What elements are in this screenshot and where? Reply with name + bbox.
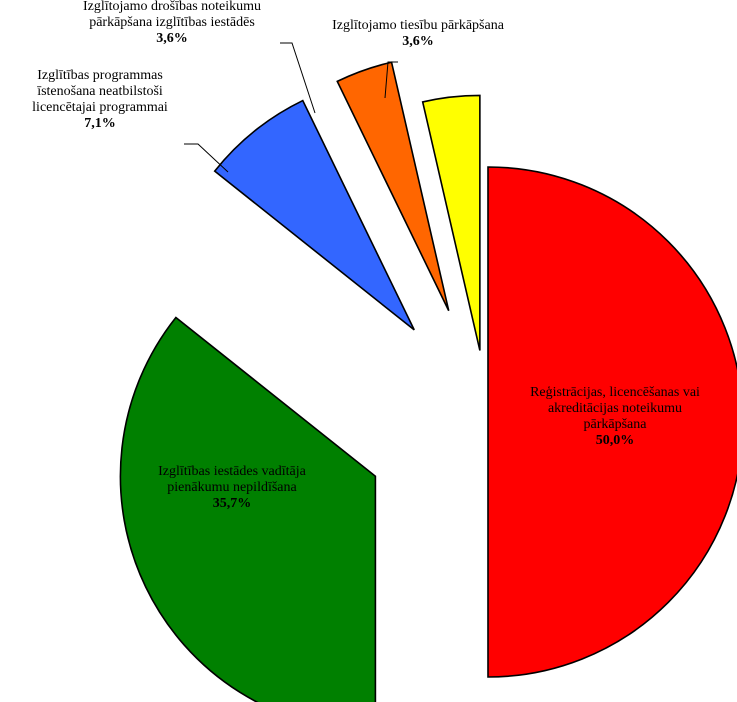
pie-slice-1 bbox=[487, 166, 737, 678]
pie-slice-3 bbox=[213, 99, 415, 331]
pie-slice-2 bbox=[119, 316, 377, 702]
slice-name-line: Izglītojamo drošības noteikumu bbox=[83, 0, 261, 14]
slice-name-line: īstenošana neatbilstoši bbox=[36, 84, 163, 99]
slice-value-label: 3,6% bbox=[402, 34, 434, 49]
slice-value-label: 35,7% bbox=[213, 496, 252, 511]
slice-value-label: 50,0% bbox=[596, 433, 635, 448]
leader-line-3 bbox=[184, 143, 229, 173]
pie-slices bbox=[119, 61, 737, 702]
slice-name-line: pienākumu nepildīšana bbox=[167, 480, 297, 495]
slice-label-5: Izglītojamo tiesību pārkāpšana 3,6% bbox=[332, 18, 505, 49]
slice-label-4: Izglītojamo drošības noteikumu pārkāpšana… bbox=[83, 0, 261, 46]
slice-value-label: 7,1% bbox=[84, 116, 116, 131]
slice-name-line: Izglītojamo tiesību pārkāpšana bbox=[332, 18, 505, 33]
slice-name-line: Izglītības iestādes vadītāja bbox=[158, 464, 307, 479]
leader-line-4 bbox=[280, 42, 316, 114]
leader-line-5 bbox=[384, 61, 398, 99]
slice-name-line: pārkāpšana bbox=[584, 417, 648, 432]
leader-lines bbox=[184, 42, 398, 173]
slice-name-line: licencētajai programmai bbox=[32, 100, 168, 115]
slice-label-2: Izglītības iestādes vadītāja pienākumu ne… bbox=[158, 464, 307, 511]
slice-label-1: Reģistrācijas, licencēšanas vai akreditāc… bbox=[530, 384, 700, 448]
slice-value-label: 3,6% bbox=[156, 31, 188, 46]
slice-name-line: akreditācijas noteikumu bbox=[548, 401, 682, 416]
slice-name-line: Reģistrācijas, licencēšanas vai bbox=[530, 384, 700, 400]
slice-name-line: Izglītības programmas bbox=[37, 68, 163, 83]
slice-labels: Reģistrācijas, licencēšanas vai akreditāc… bbox=[32, 0, 700, 511]
slice-name-line: pārkāpšana izglītības iestādēs bbox=[89, 15, 255, 30]
pie-slice-5 bbox=[421, 94, 481, 351]
slice-label-3: Izglītības programmas īstenošana neatbils… bbox=[32, 68, 168, 131]
